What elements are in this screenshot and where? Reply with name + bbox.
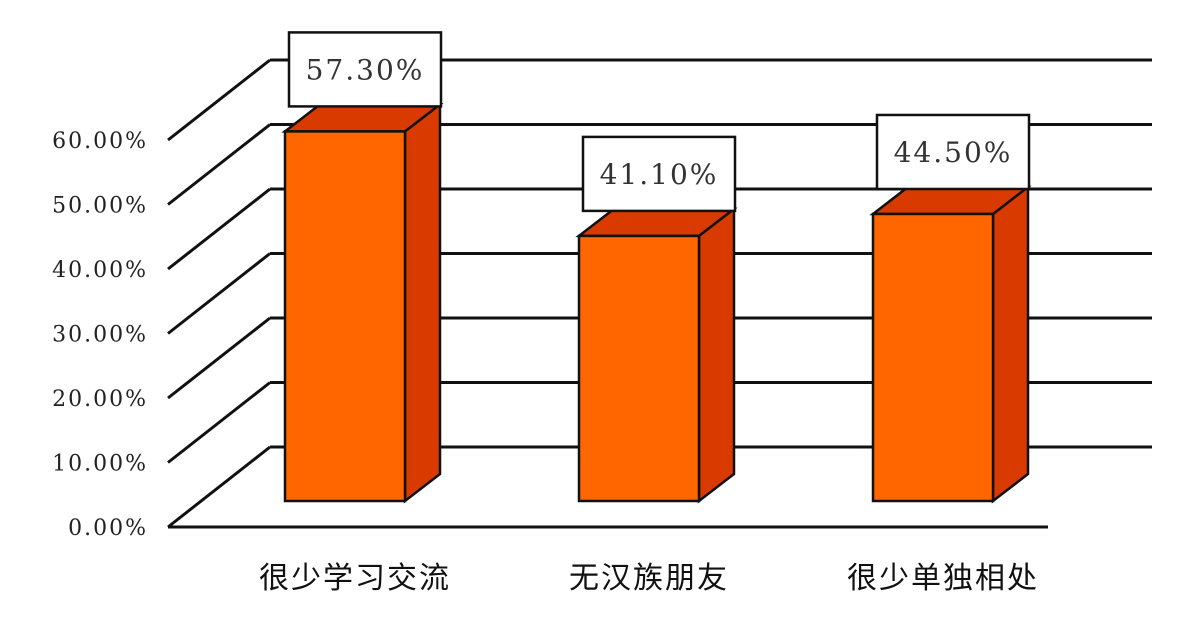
data-label: 57.30% — [306, 53, 425, 86]
bar-front — [283, 130, 407, 503]
side-wall-gridline — [167, 187, 271, 271]
side-wall-gridline — [167, 445, 271, 529]
y-tick-label: 0.00% — [68, 516, 148, 541]
data-label: 44.50% — [894, 136, 1013, 169]
data-labels: 57.30% 41.10% 44.50% — [287, 31, 1031, 213]
data-label-box: 41.10% — [581, 135, 737, 213]
bars — [281, 101, 1032, 504]
y-tick-label: 50.00% — [52, 194, 148, 219]
y-tick-label: 30.00% — [52, 323, 148, 348]
category-label: 很少单独相处 — [847, 561, 1039, 596]
category-label: 很少学习交流 — [259, 561, 451, 596]
data-label: 41.10% — [600, 158, 719, 191]
bar — [869, 184, 1032, 504]
y-tick-label: 10.00% — [52, 452, 148, 477]
bar-front — [871, 212, 995, 503]
bar — [281, 101, 444, 504]
bar-side — [403, 101, 442, 504]
y-axis-tick-labels: 0.00% 10.00% 20.00% 30.00% 40.00% 50.00%… — [52, 129, 148, 541]
category-label: 无汉族朋友 — [569, 561, 729, 596]
x-axis-category-labels: 很少学习交流 无汉族朋友 很少单独相处 — [259, 561, 1039, 596]
y-tick-label: 40.00% — [52, 258, 148, 283]
side-wall-gridline — [167, 381, 271, 464]
bar-side — [697, 206, 736, 504]
bar — [575, 206, 738, 504]
y-tick-label: 20.00% — [52, 387, 148, 412]
side-wall-gridline — [167, 58, 271, 142]
side-wall-gridline — [167, 316, 271, 400]
data-label-box: 57.30% — [287, 31, 443, 108]
side-wall-gridline — [167, 123, 271, 206]
side-wall-gridline — [167, 252, 271, 335]
bar-front — [577, 234, 701, 503]
bar-side — [991, 184, 1030, 504]
data-label-box: 44.50% — [875, 113, 1031, 191]
y-tick-label: 60.00% — [52, 129, 148, 154]
